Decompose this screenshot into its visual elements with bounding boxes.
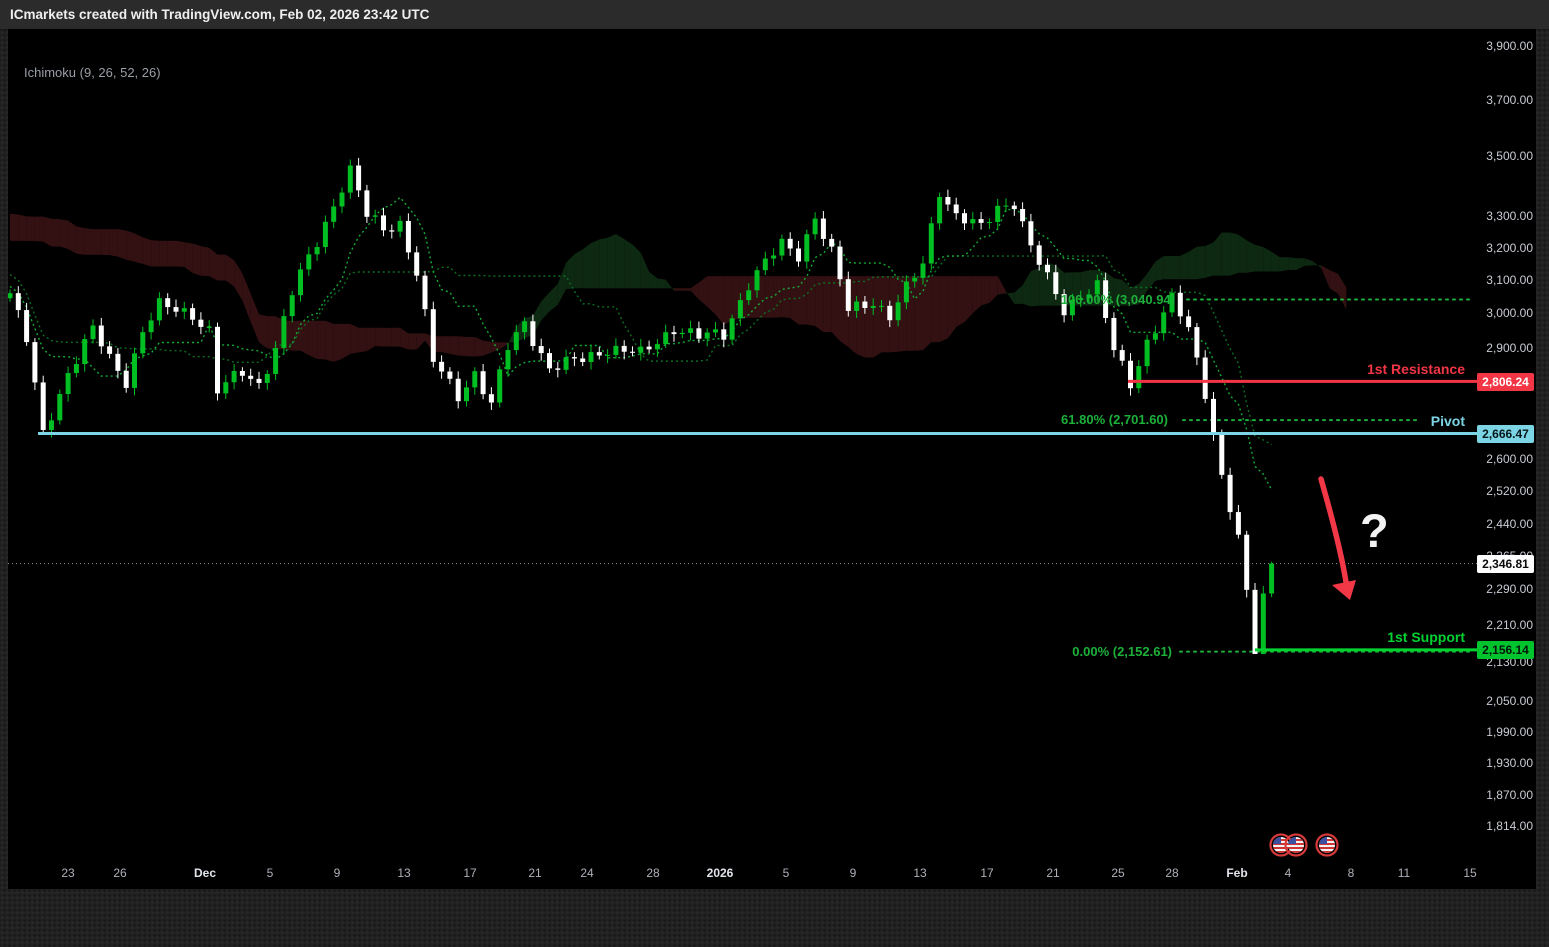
projection-arrow (1318, 476, 1356, 600)
price-axis-label: 2,210.00 (1486, 617, 1533, 632)
time-axis-label: 5 (782, 866, 790, 880)
time-axis-label: 28 (646, 866, 660, 880)
price-axis-label: 2,440.00 (1486, 516, 1533, 531)
price-axis-label: 2,900.00 (1486, 340, 1533, 355)
price-axis-label: 1,930.00 (1486, 755, 1533, 770)
us-flag-icon[interactable] (1284, 833, 1308, 857)
time-axis-label: 4 (1284, 866, 1292, 880)
price-axis-label: 2,050.00 (1486, 694, 1533, 709)
time-axis-label: 28 (1165, 866, 1179, 880)
resistance-label: 1st Resistance (1366, 361, 1465, 377)
last-price-badge: 2,346.81 (1477, 555, 1534, 573)
time-axis-label: 21 (528, 866, 542, 880)
time-axis-label: 9 (333, 866, 341, 880)
pivot-price-badge: 2,666.47 (1477, 425, 1534, 443)
time-axis-label: 17 (980, 866, 994, 880)
event-flag-icons[interactable] (1269, 833, 1339, 857)
price-axis-label: 3,100.00 (1486, 272, 1533, 287)
support-label: 1st Support (1387, 629, 1465, 645)
time-axis-label: 26 (113, 866, 127, 880)
time-axis-label: 2026 (706, 866, 734, 880)
support-price-badge: 2,156.14 (1477, 641, 1534, 659)
resistance-price-badge: 2,806.24 (1477, 373, 1534, 391)
candles-layer (8, 157, 1275, 654)
time-axis-label: 8 (1347, 866, 1355, 880)
key-levels (38, 379, 1477, 652)
price-axis-label: 2,600.00 (1486, 452, 1533, 467)
question-mark-annotation: ? (1360, 504, 1389, 557)
price-axis-label: 3,900.00 (1486, 39, 1533, 53)
time-axis-label: 21 (1046, 866, 1060, 880)
time-axis-label: 25 (1111, 866, 1125, 880)
time-axis-label: 9 (849, 866, 857, 880)
time-axis-label: 17 (463, 866, 477, 880)
fib-level-100-label: 100.00% (3,040.94) (1060, 292, 1175, 307)
price-axis-label: 3,700.00 (1486, 92, 1533, 107)
ichimoku-cloud (10, 213, 1347, 362)
time-axis-label: 11 (1397, 866, 1411, 880)
bottom-bar: TradingView (0, 889, 1549, 947)
time-axis-label: 15 (1463, 866, 1477, 880)
us-flag-icon[interactable] (1315, 833, 1339, 857)
price-axis-label: 1,990.00 (1486, 724, 1533, 739)
time-axis-label: 13 (913, 866, 927, 880)
time-axis-label: 13 (397, 866, 411, 880)
fib-levels (1179, 298, 1474, 653)
price-axis-label: 2,520.00 (1486, 484, 1533, 499)
price-axis-label: 3,300.00 (1486, 209, 1533, 224)
time-axis-label: 24 (580, 866, 594, 880)
price-axis-label: 3,200.00 (1486, 240, 1533, 255)
time-axis-label: Dec (193, 866, 217, 880)
chart-pane[interactable]: Ichimoku (9, 26, 52, 26) (8, 29, 1536, 889)
time-axis-label: 5 (266, 866, 274, 880)
price-axis-label: 3,000.00 (1486, 306, 1533, 321)
header-strip: ICmarkets created with TradingView.com, … (0, 0, 1549, 30)
fib-level-618-label: 61.80% (2,701.60) (1061, 412, 1168, 427)
fib-level-0-label: 0.00% (2,152.61) (1072, 644, 1172, 659)
time-axis-label: 23 (61, 866, 75, 880)
price-axis-label: 1,814.00 (1486, 819, 1533, 833)
time-axis-label: Feb (1226, 866, 1248, 880)
pivot-label: Pivot (1430, 413, 1465, 429)
chart-canvas[interactable] (8, 29, 1544, 889)
price-axis-label: 3,500.00 (1486, 149, 1533, 164)
watermark-title: ICmarkets created with TradingView.com, … (10, 7, 430, 22)
price-axis-label: 2,290.00 (1486, 581, 1533, 596)
indicator-legend: Ichimoku (9, 26, 52, 26) (24, 65, 161, 80)
price-axis-label: 1,870.00 (1486, 788, 1533, 803)
